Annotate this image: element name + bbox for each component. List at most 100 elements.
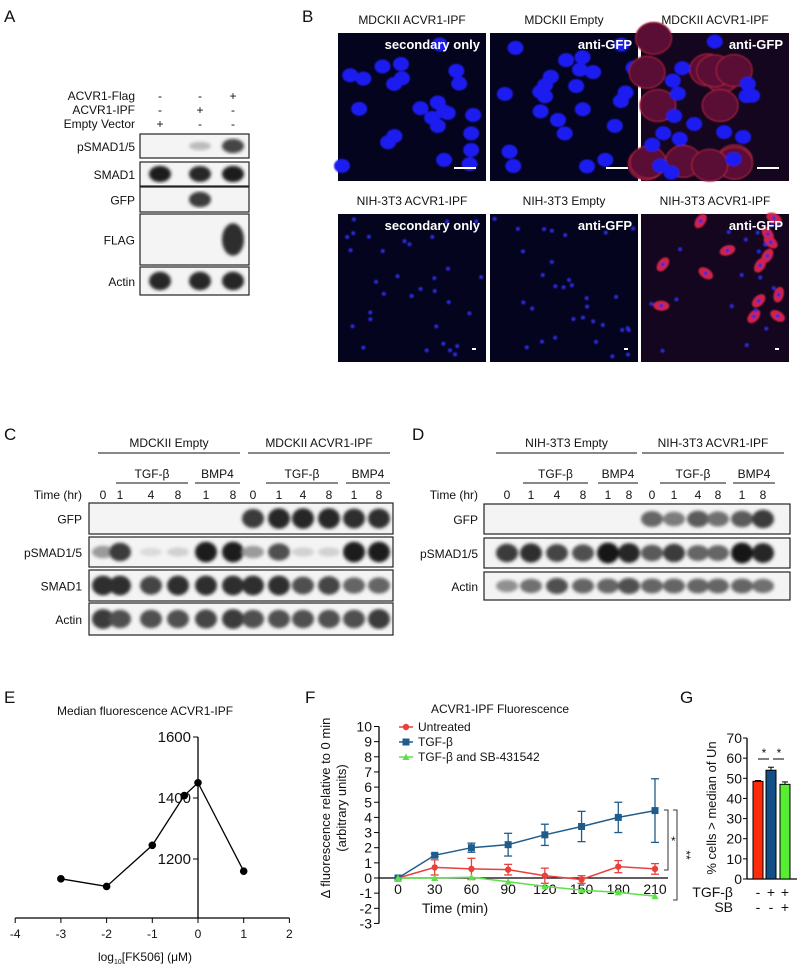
- lane-label: 0: [100, 488, 107, 502]
- x-tick-label: 2: [286, 927, 293, 941]
- band: [318, 547, 340, 557]
- nucleus: [520, 249, 525, 254]
- lane-label: 8: [626, 488, 633, 502]
- marker-circle: [431, 864, 438, 871]
- nucleus: [644, 137, 661, 152]
- bar: [765, 769, 777, 880]
- y-tick-label: 6: [364, 779, 372, 795]
- data-point: [57, 875, 65, 883]
- lane-label: 1: [351, 488, 358, 502]
- stain-label: anti-GFP: [729, 37, 783, 52]
- band: [222, 575, 244, 596]
- lane-label: 0: [504, 488, 511, 502]
- nucleus: [431, 37, 448, 52]
- band: [368, 508, 390, 529]
- y-tick-label: 50: [726, 770, 742, 786]
- y-tick-label: 70: [726, 730, 742, 746]
- nucleus: [432, 276, 437, 281]
- condition-label: Empty Vector: [64, 117, 135, 131]
- nucleus: [716, 125, 733, 140]
- nucleus: [669, 86, 686, 101]
- significance-mark: *: [762, 746, 767, 760]
- marker-circle: [578, 876, 585, 883]
- marker-triangle: [614, 888, 622, 896]
- y-tick-label: 9: [364, 734, 372, 750]
- nucleus: [563, 233, 568, 238]
- blot-label: SMAD1: [94, 168, 136, 182]
- x-tick-label: -1: [147, 927, 158, 941]
- nucleus: [418, 286, 423, 291]
- marker-square: [431, 851, 439, 859]
- y-tick-label: 1: [364, 855, 372, 871]
- band: [292, 508, 314, 529]
- cells: [492, 216, 636, 359]
- band: [752, 578, 774, 594]
- nucleus: [726, 230, 731, 235]
- image-title: MDCKII Empty: [524, 13, 603, 27]
- nucleus: [674, 61, 691, 76]
- nucleus: [342, 68, 359, 83]
- band: [641, 544, 663, 562]
- lane-label: 8: [376, 488, 383, 502]
- band: [343, 508, 365, 529]
- band: [368, 541, 390, 563]
- panel-d-western-blot: NIH-3T3 Empty NIH-3T3 ACVR1-IPF TGF-β BMP4 T…: [420, 436, 791, 601]
- nucleus: [448, 63, 465, 78]
- nucleus: [553, 335, 558, 340]
- blot-row-bands: [149, 165, 244, 183]
- y-axis-label: % cells > median of Un: [704, 741, 719, 874]
- series-line: [397, 809, 656, 879]
- panel-b-microscopy: MDCKII ACVR1-IPF secondary only MDCKII Emp…: [334, 13, 789, 362]
- nucleus: [775, 313, 780, 318]
- image-title: MDCKII ACVR1-IPF: [661, 13, 768, 27]
- x-tick-label: 30: [427, 881, 443, 897]
- nucleus: [532, 104, 549, 119]
- treatment-label: BMP4: [602, 467, 635, 481]
- band: [292, 609, 314, 629]
- band: [597, 578, 619, 594]
- nucleus: [610, 354, 615, 359]
- marker-circle: [402, 723, 410, 731]
- marker-triangle: [504, 878, 512, 885]
- nucleus: [380, 249, 385, 254]
- nucleus: [361, 345, 366, 350]
- lane-label: 4: [554, 488, 561, 502]
- nucleus: [409, 294, 414, 299]
- y-tick-label: 5: [364, 794, 372, 810]
- band: [242, 609, 264, 629]
- panel-g-chart: 0 10 20 30 40 50 60 70 % cells > median of Un * * T…: [692, 730, 797, 915]
- nucleus: [455, 344, 460, 349]
- condition-sign: +: [196, 103, 203, 117]
- nucleus: [771, 286, 776, 291]
- cells: [334, 37, 482, 173]
- nucleus: [441, 341, 446, 346]
- lane-label: 8: [326, 488, 333, 502]
- treatment-sign: +: [781, 899, 789, 915]
- nucleus: [765, 232, 770, 237]
- lane-label: 4: [695, 488, 702, 502]
- cells: [627, 21, 761, 182]
- nucleus: [407, 242, 412, 247]
- band: [663, 543, 685, 563]
- nucleus: [492, 216, 497, 221]
- marker-triangle: [431, 874, 439, 881]
- data-point: [194, 778, 202, 787]
- band: [663, 578, 685, 594]
- nucleus: [574, 50, 591, 65]
- x-tick-label: 210: [643, 881, 667, 897]
- nucleus: [439, 105, 456, 120]
- nucleus: [698, 219, 703, 224]
- band: [149, 271, 171, 291]
- condition-label: ACVR1-Flag: [68, 89, 135, 103]
- nucleus: [666, 109, 683, 124]
- nucleus: [776, 292, 781, 297]
- band: [92, 609, 114, 629]
- nucleus: [479, 275, 484, 280]
- stain-label: secondary only: [385, 37, 481, 52]
- nucleus: [351, 217, 356, 222]
- marker-triangle: [467, 873, 475, 881]
- nucleus: [758, 263, 763, 268]
- band: [731, 510, 753, 528]
- stain-label: anti-GFP: [729, 218, 783, 233]
- x-tick-label: 0: [394, 881, 402, 897]
